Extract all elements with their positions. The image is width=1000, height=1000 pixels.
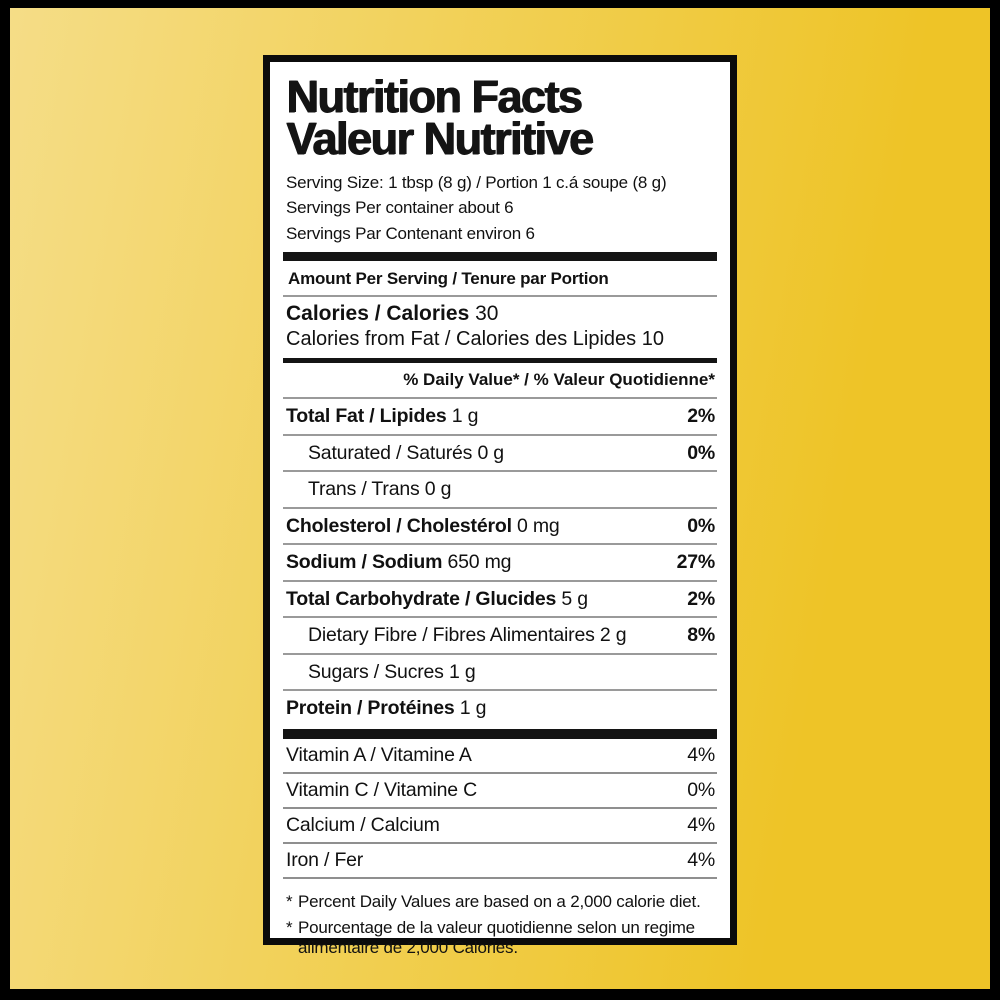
footnote-french: * Pourcentage de la valeur quotidienne s… [286,918,717,958]
calories-from-fat-label: Calories from Fat / Calories des Lipides [286,328,637,351]
calories-from-fat-value: 10 [641,328,664,351]
table-row: Total Carbohydrate / Glucides 5 g 2% [283,579,717,617]
serving-size-line: Serving Size: 1 tbsp (8 g) / Portion 1 c… [286,172,667,192]
calories-label: Calories / Calories [286,302,470,326]
calories-value: 30 [475,302,499,326]
table-row: Dietary Fibre / Fibres Alimentaires 2 g … [283,616,717,653]
table-row: Sodium / Sodium 650 mg 27% [283,543,717,580]
vitamin-label: Iron / Fer [286,848,364,871]
nutrient-text: Protein / Protéines 1 g [286,697,487,720]
table-row: Trans / Trans 0 g [283,470,717,507]
calories-block: Calories / Calories 30 Calories from Fat… [283,297,717,358]
table-row: Protein / Protéines 1 g [283,689,717,726]
label-title-french: Valeur Nutritive [286,112,594,164]
nutrient-text: Sugars / Sucres 1 g [308,660,476,683]
serving-info: Serving Size: 1 tbsp (8 g) / Portion 1 c… [283,170,717,247]
footnote-english: * Percent Daily Values are based on a 2,… [286,892,717,912]
nutrition-label: Nutrition Facts Valeur Nutritive Serving… [263,55,737,957]
nutrient-text: Dietary Fibre / Fibres Alimentaires 2 g [308,624,627,647]
calories-line: Calories / Calories 30 [286,302,717,326]
nutrient-table: Total Fat / Lipides 1 g 2% Saturated / S… [283,397,717,726]
label-title-english: Nutrition Facts [286,71,583,122]
section-divider-thick [283,358,717,364]
table-row: Cholesterol / Cholestérol 0 mg 0% [283,506,717,544]
label-title: Nutrition Facts Valeur Nutritive [283,71,717,164]
section-divider-thick [283,728,717,739]
footnotes: * Percent Daily Values are based on a 2,… [283,879,717,958]
table-row: Vitamin C / Vitamine C 0% [283,774,717,809]
vitamin-dv: 4% [687,813,715,836]
calories-from-fat-line: Calories from Fat / Calories des Lipides… [286,328,717,351]
section-divider-thick [283,252,717,262]
asterisk: * [286,917,293,937]
nutrient-dv: 8% [687,624,715,647]
nutrient-text: Total Carbohydrate / Glucides 5 g [286,587,588,610]
footnote-text: Percent Daily Values are based on a 2,00… [298,891,701,911]
vitamin-dv: 4% [687,743,715,766]
table-row: Vitamin A / Vitamine A 4% [283,739,717,774]
nutrient-dv: 2% [687,587,715,610]
daily-value-header: % Daily Value* / % Valeur Quotidienne* [403,370,715,390]
rule [283,295,717,298]
vitamin-label: Calcium / Calcium [286,813,440,836]
vitamin-table: Vitamin A / Vitamine A 4% Vitamin C / Vi… [283,739,717,879]
nutrient-dv: 27% [676,551,716,574]
table-row: Iron / Fer 4% [283,844,717,879]
nutrient-text: Sodium / Sodium 650 mg [286,551,512,574]
nutrient-dv: 0% [687,514,715,537]
nutrient-text: Total Fat / Lipides 1 g [286,405,479,428]
nutrient-text: Cholesterol / Cholestérol 0 mg [286,514,560,537]
nutrient-text: Trans / Trans 0 g [308,478,452,501]
footnote-text: Pourcentage de la valeur quotidienne sel… [298,917,695,957]
vitamin-dv: 0% [687,778,715,801]
nutrient-dv: 2% [687,405,715,428]
table-row: Sugars / Sucres 1 g [283,652,717,690]
amount-per-serving-heading: Amount Per Serving / Tenure par Portion [288,269,609,289]
nutrient-text: Saturated / Saturés 0 g [308,441,504,464]
nutrient-dv: 0% [687,441,715,464]
asterisk: * [286,891,293,911]
table-row: Saturated / Saturés 0 g 0% [283,433,717,471]
table-row: Calcium / Calcium 4% [283,809,717,844]
vitamin-label: Vitamin A / Vitamine A [286,743,472,766]
vitamin-dv: 4% [687,848,715,871]
table-row: Total Fat / Lipides 1 g 2% [283,397,717,434]
vitamin-label: Vitamin C / Vitamine C [286,778,478,801]
servings-per-container-line: Servings Per container about 6 [286,198,514,218]
servings-per-container-line-fr: Servings Par Contenant environ 6 [286,223,535,243]
